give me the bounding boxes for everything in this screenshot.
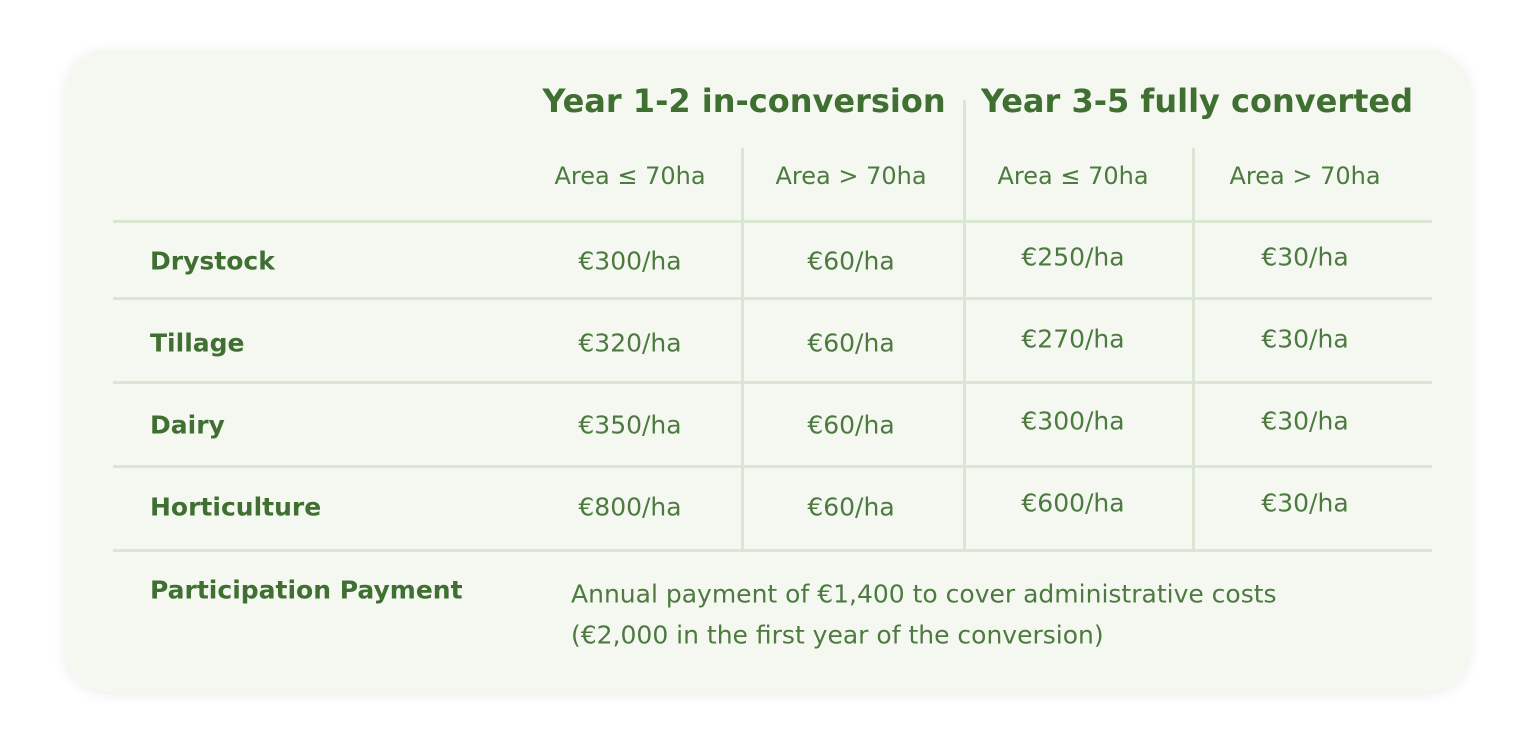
- row-label: Tillage: [150, 328, 245, 358]
- cell-value: €350/ha: [578, 410, 682, 440]
- cell-value: €60/ha: [807, 328, 895, 358]
- cell-value: €800/ha: [578, 492, 682, 522]
- cell-value: €600/ha: [1021, 488, 1125, 518]
- row-divider: [113, 297, 1432, 300]
- cell-value: €60/ha: [807, 492, 895, 522]
- group-header: Year 1-2 in-conversion: [542, 82, 946, 120]
- column-divider: [963, 100, 966, 551]
- cell-value: €30/ha: [1261, 406, 1349, 436]
- row-label: Drystock: [150, 246, 275, 276]
- cell-value: €60/ha: [807, 246, 895, 276]
- cell-value: €60/ha: [807, 410, 895, 440]
- cell-value: €270/ha: [1021, 324, 1125, 354]
- column-header: Area ≤ 70ha: [997, 162, 1149, 190]
- row-divider: [113, 549, 1432, 552]
- column-header: Area > 70ha: [775, 162, 927, 190]
- column-header: Area ≤ 70ha: [554, 162, 706, 190]
- row-label: Participation Payment: [150, 575, 463, 605]
- payment-card: [65, 50, 1470, 692]
- row-label: Dairy: [150, 410, 225, 440]
- cell-value: €300/ha: [1021, 406, 1125, 436]
- cell-value: €30/ha: [1261, 324, 1349, 354]
- row-label: Horticulture: [150, 492, 322, 522]
- row-divider: [113, 381, 1432, 384]
- row-divider: [113, 220, 1432, 223]
- participation-text: (€2,000 in the first year of the convers…: [571, 620, 1104, 650]
- column-divider: [741, 148, 744, 551]
- row-divider: [113, 465, 1432, 468]
- cell-value: €300/ha: [578, 246, 682, 276]
- cell-value: €30/ha: [1261, 242, 1349, 272]
- column-divider: [1192, 148, 1195, 551]
- group-header: Year 3-5 fully converted: [980, 82, 1414, 120]
- column-header: Area > 70ha: [1229, 162, 1381, 190]
- cell-value: €320/ha: [578, 328, 682, 358]
- participation-text: Annual payment of €1,400 to cover admini…: [571, 579, 1277, 609]
- cell-value: €250/ha: [1021, 242, 1125, 272]
- cell-value: €30/ha: [1261, 488, 1349, 518]
